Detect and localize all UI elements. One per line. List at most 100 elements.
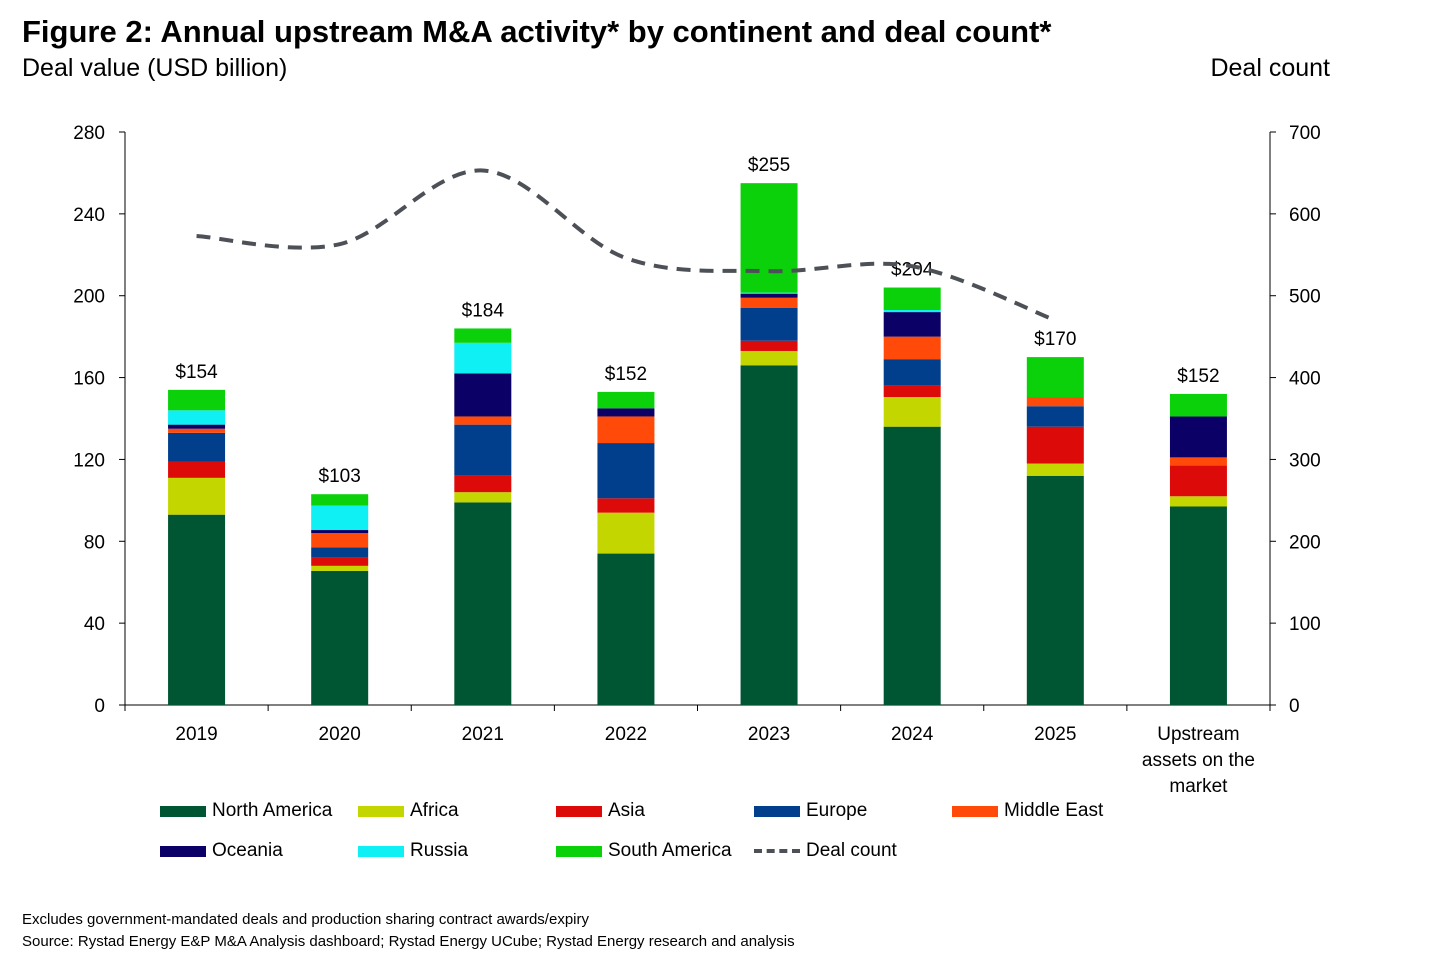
bar-segment-oceania [883, 312, 941, 337]
legend-item: South America [556, 840, 732, 862]
total-data-label: $170 [1034, 329, 1076, 350]
bar-segment-africa [1026, 463, 1084, 476]
bar-segment-africa [168, 477, 226, 515]
y2-tick-label: 0 [1289, 696, 1300, 717]
y-tick-label: 240 [73, 205, 105, 226]
bar-segment-europe [597, 443, 655, 499]
legend-label: Africa [410, 800, 459, 821]
y-axis-left-label: Deal value (USD billion) [22, 54, 288, 82]
legend-item: Asia [556, 800, 645, 822]
y2-tick-label: 500 [1289, 287, 1321, 308]
bar-segment-oceania [311, 530, 369, 534]
y2-tick-label: 100 [1289, 614, 1321, 635]
bar-segment-north-america [1026, 475, 1084, 705]
y-tick-label: 120 [73, 450, 105, 471]
bar-segment-asia [1026, 426, 1084, 464]
bar-segment-russia [311, 505, 369, 531]
legend-item: Africa [358, 800, 459, 822]
x-tick-label: 2020 [319, 724, 361, 745]
bar-segment-russia [168, 410, 226, 425]
y-tick-label: 80 [84, 532, 105, 553]
legend-swatch [754, 805, 800, 817]
bar-segment-south-america [168, 389, 226, 411]
x-tick-label: Upstream [1157, 724, 1239, 745]
legend-swatch [952, 805, 998, 817]
deal-count-line [196, 168, 1057, 323]
bar-segment-north-america [168, 514, 226, 705]
bar-segment-north-america [1169, 506, 1227, 705]
legend-label: Deal count [806, 840, 897, 861]
bar-segment-south-america [597, 391, 655, 409]
bar-segment-africa [311, 565, 369, 571]
bar-segment-south-america [883, 287, 941, 311]
y2-tick-label: 200 [1289, 532, 1321, 553]
bar-segment-middle-east [1169, 457, 1227, 466]
legend-swatch [358, 805, 404, 817]
bar-segment-oceania [740, 293, 798, 298]
bar-segment-asia [597, 498, 655, 513]
bar-segment-south-america [454, 328, 512, 343]
bar-segment-europe [883, 359, 941, 386]
bar-segment-europe [740, 307, 798, 341]
legend-label: Oceania [212, 840, 283, 861]
legend-swatch [160, 845, 206, 857]
bar-segment-asia [1169, 465, 1227, 497]
legend-item: Middle East [952, 800, 1103, 822]
y-axis-right-label: Deal count [1210, 54, 1330, 82]
source-note: Source: Rystad Energy E&P M&A Analysis d… [22, 933, 795, 950]
bar-segment-europe [168, 432, 226, 462]
bar-segment-asia [168, 461, 226, 478]
y-tick-label: 280 [73, 123, 105, 144]
bar-segment-oceania [1169, 416, 1227, 458]
bar-segment-south-america [740, 183, 798, 293]
y2-tick-label: 400 [1289, 369, 1321, 390]
legend-swatch [556, 845, 602, 857]
chart-title: Figure 2: Annual upstream M&A activity* … [22, 14, 1052, 49]
legend-label: Asia [608, 800, 645, 821]
bar-segment-south-america [311, 494, 369, 506]
y2-tick-label: 600 [1289, 205, 1321, 226]
bar-segment-middle-east [740, 297, 798, 308]
legend-item: Europe [754, 800, 867, 822]
bar-segment-north-america [454, 502, 512, 705]
bar-segment-middle-east [454, 416, 512, 425]
bar-segment-middle-east [168, 428, 226, 433]
total-data-label: $103 [319, 466, 361, 487]
legend-swatch [358, 845, 404, 857]
legend-swatch [160, 805, 206, 817]
bar-segment-oceania [168, 424, 226, 429]
footnote: Excludes government-mandated deals and p… [22, 911, 589, 928]
bar-segment-middle-east [311, 533, 369, 548]
x-tick-label: 2022 [605, 724, 647, 745]
x-tick-label: 2019 [175, 724, 217, 745]
total-data-label: $154 [175, 362, 218, 383]
bar-segment-asia [883, 385, 941, 398]
y2-tick-label: 700 [1289, 123, 1321, 144]
bar-segment-europe [311, 547, 369, 558]
x-tick-label: 2023 [748, 724, 790, 745]
bar-segment-oceania [597, 408, 655, 417]
y-tick-label: 200 [73, 287, 105, 308]
total-data-label: $152 [1177, 366, 1219, 387]
bar-segment-africa [597, 512, 655, 554]
total-data-label: $204 [891, 260, 934, 281]
y-tick-label: 0 [94, 696, 105, 717]
bar-segment-south-america [1169, 393, 1227, 417]
bar-segment-asia [740, 340, 798, 351]
legend-label: Middle East [1004, 800, 1104, 821]
legend-label: Russia [410, 840, 469, 861]
legend-label: Europe [806, 800, 868, 821]
y-tick-label: 40 [84, 614, 105, 635]
y2-tick-label: 300 [1289, 450, 1321, 471]
total-data-label: $255 [748, 155, 790, 176]
bar-segment-europe [1026, 406, 1084, 427]
bar-segment-africa [740, 350, 798, 366]
bar-segment-south-america [1026, 357, 1084, 398]
legend-item: North America [160, 800, 332, 822]
x-tick-label: 2025 [1034, 724, 1076, 745]
total-data-label: $152 [605, 364, 647, 385]
bar-segment-middle-east [883, 336, 941, 360]
bar-segment-europe [454, 424, 512, 476]
